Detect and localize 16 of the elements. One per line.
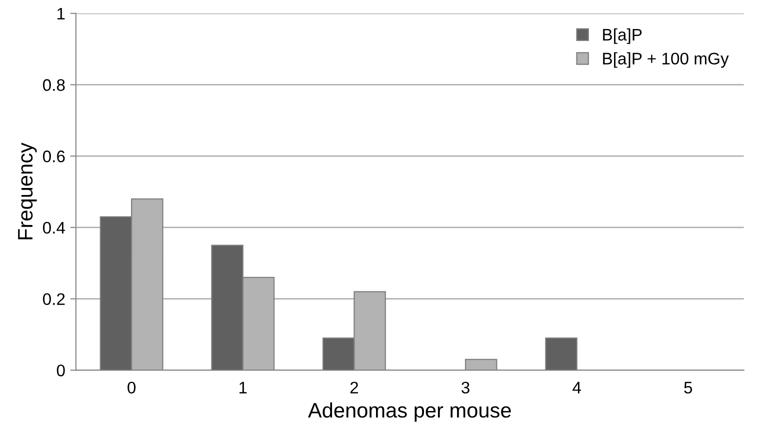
x-tick-label: 4 <box>572 382 581 394</box>
x-tick-label: 2 <box>350 382 358 394</box>
y-tick-label: 0.4 <box>42 222 65 234</box>
x-axis-title: Adenomas per mouse <box>308 402 511 422</box>
y-tick-label: 0.6 <box>42 150 65 162</box>
x-tick-label: 0 <box>128 382 136 394</box>
y-tick-label: 0.8 <box>42 79 65 91</box>
y-axis-title: Frequency <box>18 142 37 240</box>
x-tick-label: 5 <box>684 382 692 394</box>
y-tick-label: 0 <box>56 364 65 376</box>
y-tick-label: 0.2 <box>42 293 65 306</box>
y-tick-label: 1 <box>57 8 65 20</box>
x-tick-label: 1 <box>240 382 247 394</box>
legend-label: B[a]P + 100 mGy <box>603 52 729 68</box>
x-tick-label: 3 <box>462 382 470 394</box>
legend-label: B[a]P <box>603 28 642 44</box>
